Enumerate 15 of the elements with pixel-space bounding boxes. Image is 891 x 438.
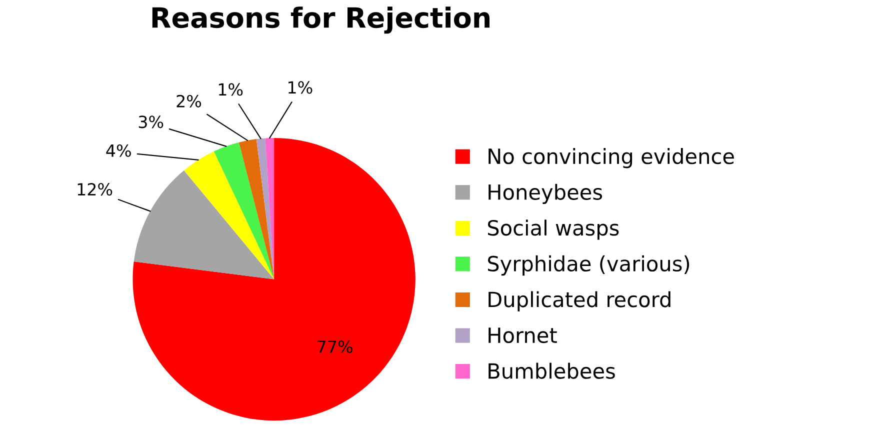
- data-label: 3%: [138, 116, 164, 128]
- data-label: 1%: [288, 81, 312, 94]
- data-label: 2%: [176, 94, 202, 108]
- legend-label: Social wasps: [488, 220, 619, 240]
- legend-label: Honeybees: [488, 184, 602, 204]
- data-label: 4%: [106, 144, 131, 157]
- legend-label: Hornet: [488, 328, 557, 344]
- data-label: 77%: [318, 340, 352, 354]
- legend-label: No convincing evidence: [488, 148, 734, 168]
- legend-label: Duplicated record: [488, 291, 670, 312]
- data-label: 12%: [78, 182, 112, 196]
- legend-label: Bumblebees: [488, 362, 615, 379]
- chart-title: Reasons for Rejection: [152, 6, 490, 34]
- data-label: 1%: [218, 83, 243, 96]
- legend-label: Syrphidae (various): [488, 255, 690, 276]
